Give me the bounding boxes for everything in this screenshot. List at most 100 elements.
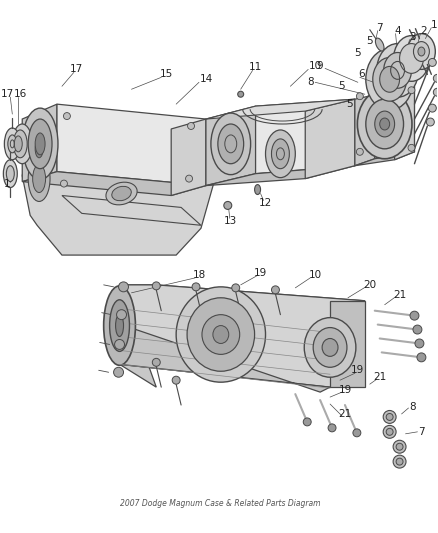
Text: 2007 Dodge Magnum Case & Related Parts Diagram: 2007 Dodge Magnum Case & Related Parts D…	[120, 499, 320, 508]
Ellipse shape	[187, 298, 254, 372]
Ellipse shape	[31, 130, 48, 168]
Polygon shape	[171, 119, 206, 196]
Text: 5: 5	[367, 36, 373, 46]
Ellipse shape	[428, 104, 436, 112]
Polygon shape	[22, 172, 206, 196]
Ellipse shape	[12, 124, 32, 164]
Ellipse shape	[35, 140, 43, 158]
Ellipse shape	[357, 148, 364, 155]
Polygon shape	[110, 285, 156, 387]
Ellipse shape	[265, 130, 295, 177]
Ellipse shape	[22, 108, 58, 180]
Text: 21: 21	[373, 372, 386, 382]
Ellipse shape	[396, 458, 403, 465]
Text: 7: 7	[418, 427, 425, 437]
Ellipse shape	[357, 89, 412, 159]
Ellipse shape	[410, 311, 419, 320]
Text: 8: 8	[307, 77, 314, 87]
Ellipse shape	[386, 414, 393, 421]
Text: 18: 18	[192, 270, 205, 280]
Ellipse shape	[104, 286, 135, 365]
Text: 14: 14	[199, 74, 212, 84]
Polygon shape	[22, 109, 216, 255]
Ellipse shape	[396, 443, 403, 450]
Ellipse shape	[33, 165, 46, 192]
Ellipse shape	[375, 38, 384, 51]
Polygon shape	[62, 196, 201, 225]
Text: 7: 7	[376, 23, 383, 33]
Ellipse shape	[377, 44, 418, 97]
Ellipse shape	[353, 429, 361, 437]
Ellipse shape	[232, 284, 240, 292]
Polygon shape	[110, 321, 330, 392]
Ellipse shape	[413, 325, 422, 334]
Ellipse shape	[383, 425, 396, 438]
Ellipse shape	[303, 418, 311, 426]
Text: 10: 10	[309, 61, 322, 71]
Text: 15: 15	[159, 69, 173, 79]
Text: 3: 3	[409, 31, 416, 42]
Ellipse shape	[116, 314, 124, 336]
Ellipse shape	[375, 111, 395, 137]
Text: 1: 1	[431, 20, 438, 30]
Polygon shape	[330, 301, 365, 387]
Text: 20: 20	[363, 280, 376, 290]
Polygon shape	[395, 86, 414, 160]
Ellipse shape	[380, 118, 390, 130]
Ellipse shape	[384, 53, 411, 88]
Ellipse shape	[64, 112, 71, 119]
Ellipse shape	[213, 326, 229, 343]
Ellipse shape	[202, 314, 240, 354]
Text: 12: 12	[259, 198, 272, 208]
Ellipse shape	[25, 119, 53, 179]
Text: 5: 5	[354, 47, 361, 58]
Ellipse shape	[399, 44, 424, 74]
Text: 8: 8	[409, 402, 416, 412]
Ellipse shape	[428, 59, 436, 67]
Text: 17: 17	[1, 89, 14, 99]
Ellipse shape	[408, 87, 415, 94]
Ellipse shape	[313, 328, 347, 367]
Polygon shape	[206, 99, 355, 119]
Text: 16: 16	[14, 89, 27, 99]
Ellipse shape	[218, 124, 244, 164]
Ellipse shape	[413, 42, 429, 61]
Ellipse shape	[417, 353, 426, 362]
Ellipse shape	[172, 376, 180, 384]
Ellipse shape	[8, 135, 17, 153]
Ellipse shape	[224, 201, 232, 209]
Ellipse shape	[373, 58, 406, 101]
Ellipse shape	[117, 310, 127, 320]
Ellipse shape	[366, 49, 413, 110]
Polygon shape	[22, 104, 57, 182]
Polygon shape	[305, 99, 355, 179]
Ellipse shape	[14, 136, 22, 152]
Polygon shape	[120, 285, 365, 301]
Ellipse shape	[152, 358, 160, 366]
Polygon shape	[57, 104, 206, 185]
Text: 17: 17	[70, 64, 84, 75]
Polygon shape	[120, 285, 365, 387]
Ellipse shape	[380, 67, 399, 92]
Text: 13: 13	[224, 216, 237, 227]
Ellipse shape	[113, 367, 124, 377]
Ellipse shape	[238, 91, 244, 97]
Text: 11: 11	[249, 62, 262, 72]
Polygon shape	[355, 152, 414, 166]
Ellipse shape	[407, 34, 435, 69]
Ellipse shape	[106, 182, 137, 205]
Ellipse shape	[418, 47, 425, 56]
Ellipse shape	[393, 440, 406, 453]
Ellipse shape	[211, 113, 251, 175]
Ellipse shape	[112, 187, 131, 201]
Ellipse shape	[186, 175, 193, 182]
Text: 5: 5	[346, 99, 353, 109]
Text: 5: 5	[339, 81, 345, 91]
Text: 19: 19	[254, 268, 267, 278]
Ellipse shape	[115, 340, 124, 350]
Ellipse shape	[187, 123, 194, 130]
Ellipse shape	[322, 338, 338, 357]
Ellipse shape	[408, 144, 415, 151]
Text: 19: 19	[338, 385, 352, 395]
Polygon shape	[206, 106, 256, 185]
